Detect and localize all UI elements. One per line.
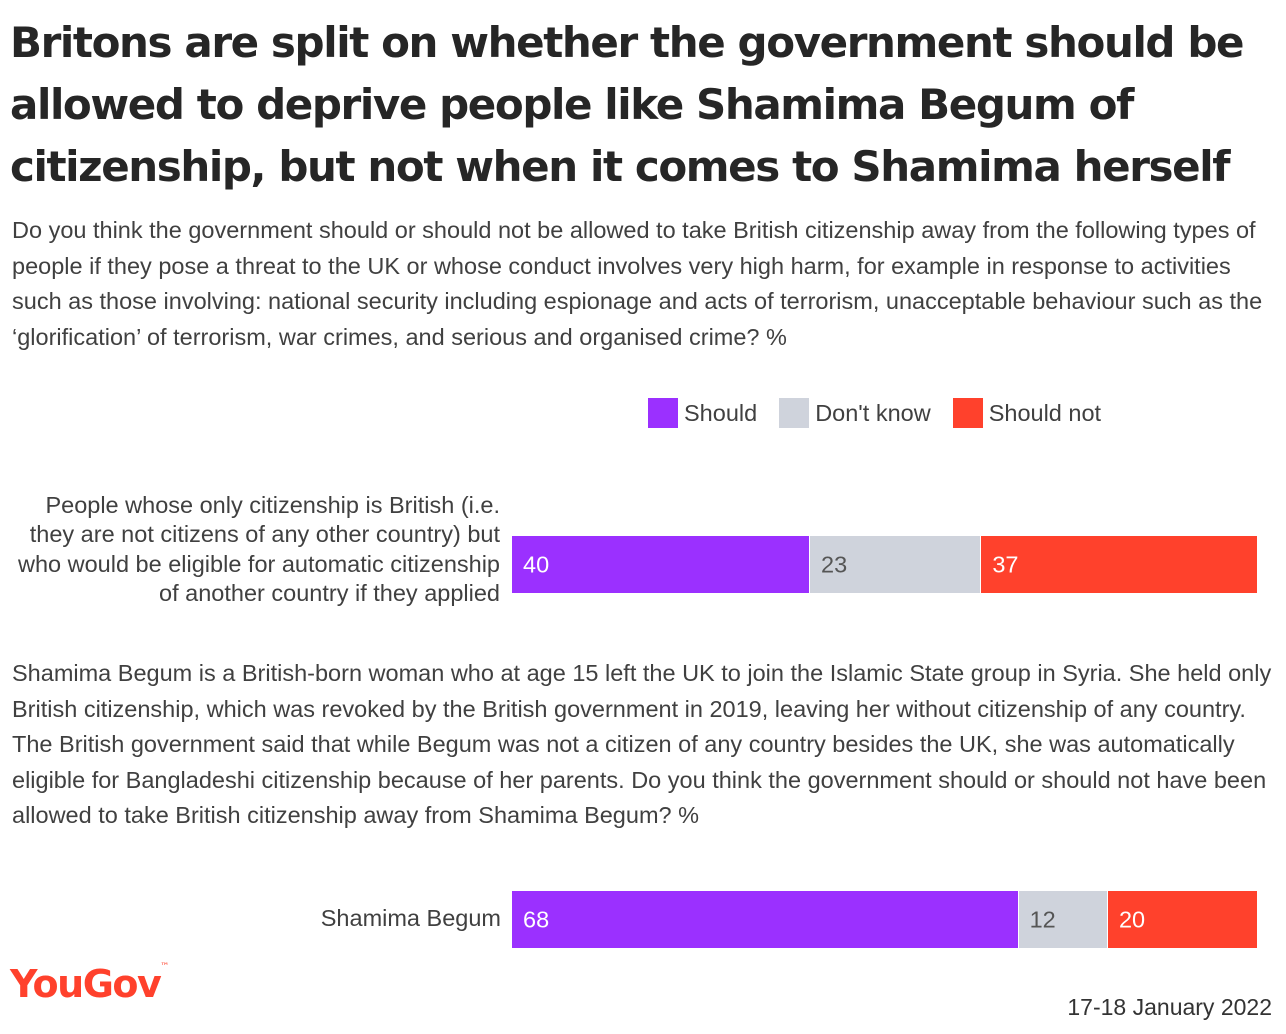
logo-text: YouGov bbox=[10, 962, 162, 1006]
legend-item-dont-know: Don't know bbox=[779, 398, 931, 428]
chart-title: Britons are split on whether the governm… bbox=[10, 18, 1244, 191]
yougov-logo: YouGov™ bbox=[10, 962, 169, 1006]
legend: Should Don't know Should not bbox=[648, 398, 1123, 428]
bar-segment-should-row-2: 68 bbox=[512, 891, 1019, 948]
legend-item-should-not: Should not bbox=[952, 398, 1102, 428]
question-1-text: Do you think the government should or sh… bbox=[12, 217, 1263, 350]
legend-swatch-dont-know bbox=[779, 398, 810, 428]
legend-swatch-should-not bbox=[952, 398, 983, 428]
data-label-should-not-row-2: 20 bbox=[1118, 906, 1146, 932]
row-label-1: People whose only citizenship is British… bbox=[17, 492, 500, 606]
survey-date: 17-18 January 2022 bbox=[1067, 994, 1272, 1020]
bar-segment-should-not-row-2: 20 bbox=[1107, 891, 1257, 948]
bar-segment-should-not-row-1: 37 bbox=[981, 536, 1257, 593]
legend-label-should-not: Should not bbox=[988, 399, 1102, 426]
legend-label-should: Should bbox=[684, 399, 758, 426]
legend-item-should: Should bbox=[648, 398, 757, 428]
bar-segment-should-row-1: 40 bbox=[512, 536, 810, 593]
data-label-dont-know-row-2: 12 bbox=[1029, 906, 1056, 932]
legend-label-dont-know: Don't know bbox=[815, 399, 931, 426]
question-2-text: Shamima Begum is a British-born woman wh… bbox=[12, 660, 1272, 828]
data-label-should-row-1: 40 bbox=[523, 551, 550, 577]
bar-segment-dont-know-row-1: 23 bbox=[810, 536, 982, 593]
legend-swatch-should bbox=[648, 398, 678, 428]
bar-segment-dont-know-row-2: 12 bbox=[1018, 891, 1108, 948]
row-label-2: Shamima Begum bbox=[320, 905, 501, 931]
logo-trademark: ™ bbox=[160, 962, 170, 972]
data-label-should-not-row-1: 37 bbox=[992, 551, 1019, 577]
bar-row-2: 68 12 20 bbox=[512, 891, 1257, 948]
data-label-dont-know-row-1: 23 bbox=[821, 551, 848, 577]
data-label-should-row-2: 68 bbox=[523, 906, 550, 932]
bar-row-1: 40 23 37 bbox=[512, 536, 1257, 593]
